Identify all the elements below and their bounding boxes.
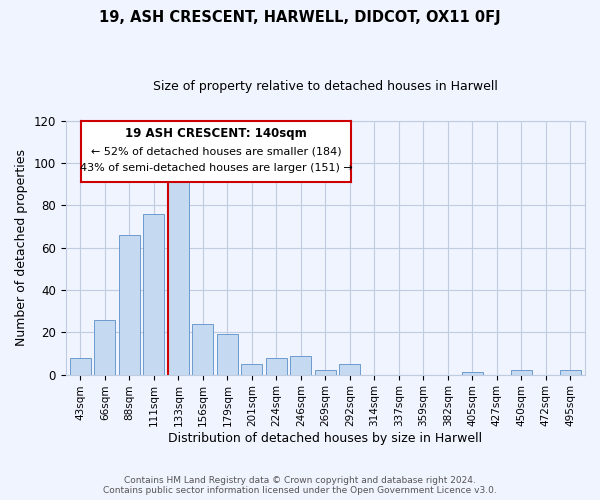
Y-axis label: Number of detached properties: Number of detached properties bbox=[15, 149, 28, 346]
X-axis label: Distribution of detached houses by size in Harwell: Distribution of detached houses by size … bbox=[168, 432, 482, 445]
Bar bbox=[241, 364, 262, 374]
Bar bbox=[290, 356, 311, 374]
Bar bbox=[340, 364, 360, 374]
Bar bbox=[70, 358, 91, 374]
Bar bbox=[511, 370, 532, 374]
Bar bbox=[143, 214, 164, 374]
Bar bbox=[94, 320, 115, 374]
Bar bbox=[193, 324, 213, 374]
Bar bbox=[315, 370, 336, 374]
Bar bbox=[560, 370, 581, 374]
Bar bbox=[266, 358, 287, 374]
Bar bbox=[119, 235, 140, 374]
Title: Size of property relative to detached houses in Harwell: Size of property relative to detached ho… bbox=[153, 80, 498, 93]
Text: 19, ASH CRESCENT, HARWELL, DIDCOT, OX11 0FJ: 19, ASH CRESCENT, HARWELL, DIDCOT, OX11 … bbox=[99, 10, 501, 25]
Bar bbox=[217, 334, 238, 374]
Bar bbox=[168, 174, 189, 374]
Text: Contains HM Land Registry data © Crown copyright and database right 2024.
Contai: Contains HM Land Registry data © Crown c… bbox=[103, 476, 497, 495]
Bar bbox=[462, 372, 483, 374]
